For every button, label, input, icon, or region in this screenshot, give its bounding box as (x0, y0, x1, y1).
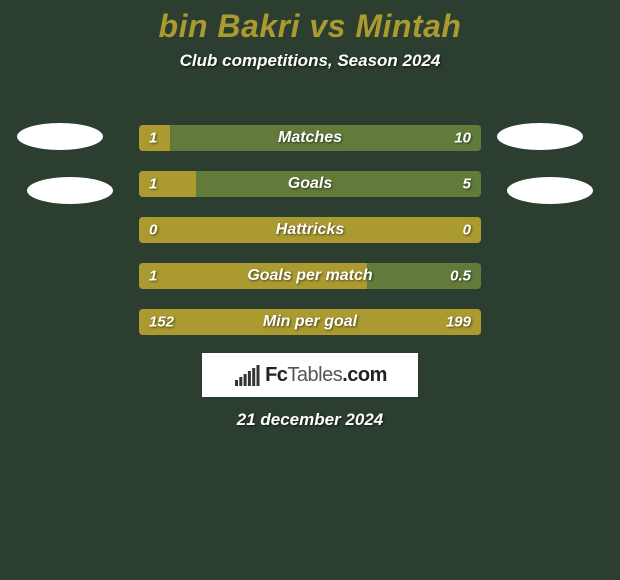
logo-text: FcTables.com (265, 364, 387, 387)
logo-light: Tables (287, 364, 342, 386)
stat-value-right: 5 (463, 176, 471, 193)
stat-label: Goals per match (247, 267, 372, 285)
stat-row: 1 10 Matches (139, 125, 481, 151)
player-left-oval-1 (17, 123, 103, 150)
stat-value-right: 0 (463, 222, 471, 239)
stat-bar-right (196, 171, 481, 197)
comparison-infographic: bin Bakri vs Mintah Club competitions, S… (0, 0, 620, 580)
logo-suffix: .com (342, 364, 387, 386)
stat-row: 1 0.5 Goals per match (139, 263, 481, 289)
stat-row: 152 199 Min per goal (139, 309, 481, 335)
stat-value-left: 1 (149, 268, 157, 285)
stat-label: Goals (288, 175, 332, 193)
player-right-oval-1 (497, 123, 583, 150)
bars-icon (233, 364, 261, 386)
logo-bold: Fc (265, 364, 287, 386)
stat-value-left: 0 (149, 222, 157, 239)
subtitle: Club competitions, Season 2024 (0, 51, 620, 71)
stat-value-left: 152 (149, 314, 174, 331)
page-title: bin Bakri vs Mintah (0, 0, 620, 45)
stat-bar-left (139, 171, 196, 197)
stat-row: 0 0 Hattricks (139, 217, 481, 243)
stat-value-right: 0.5 (450, 268, 471, 285)
logo-box: FcTables.com (202, 353, 418, 397)
date-stamp: 21 december 2024 (0, 410, 620, 430)
stat-value-left: 1 (149, 176, 157, 193)
stat-row: 1 5 Goals (139, 171, 481, 197)
stat-label: Hattricks (276, 221, 344, 239)
stat-label: Min per goal (263, 313, 357, 331)
comparison-chart: 1 10 Matches 1 5 Goals 0 0 Hattricks 1 0.5 Goals pe… (139, 125, 481, 355)
player-right-oval-2 (507, 177, 593, 204)
logo: FcTables.com (233, 364, 387, 387)
stat-value-left: 1 (149, 130, 157, 147)
stat-value-right: 199 (446, 314, 471, 331)
player-left-oval-2 (27, 177, 113, 204)
stat-value-right: 10 (454, 130, 471, 147)
stat-label: Matches (278, 129, 342, 147)
